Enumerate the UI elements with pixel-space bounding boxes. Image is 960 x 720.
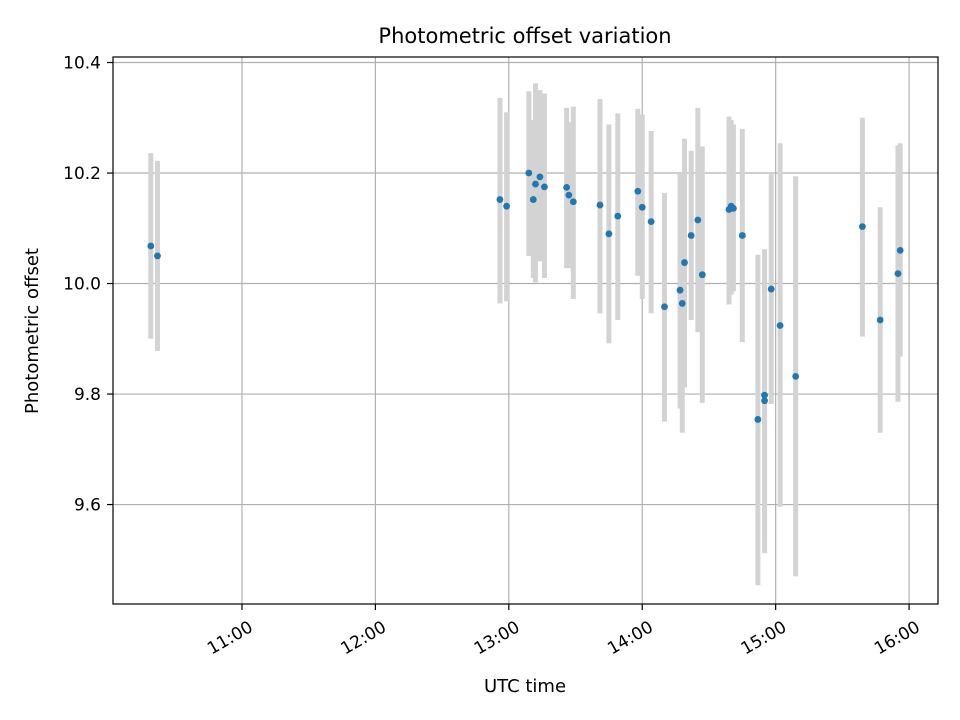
data-point bbox=[678, 300, 686, 307]
data-point bbox=[767, 285, 775, 293]
data-point bbox=[687, 232, 695, 239]
data-point bbox=[532, 180, 539, 188]
data-points bbox=[147, 169, 904, 423]
data-point bbox=[496, 196, 504, 203]
data-point bbox=[894, 270, 902, 277]
data-point bbox=[761, 391, 768, 399]
data-point bbox=[503, 202, 510, 210]
data-point bbox=[694, 216, 702, 224]
data-point bbox=[858, 223, 866, 231]
y-tick-label: 9.8 bbox=[74, 385, 101, 405]
plot-frame bbox=[112, 56, 939, 605]
data-point bbox=[676, 286, 684, 294]
data-point bbox=[761, 397, 768, 405]
data-point bbox=[565, 191, 573, 199]
data-point bbox=[876, 316, 884, 324]
data-point bbox=[896, 246, 904, 254]
data-point bbox=[605, 230, 613, 238]
data-point bbox=[563, 183, 571, 191]
data-point bbox=[147, 242, 155, 250]
data-point bbox=[614, 212, 622, 220]
y-tick-label: 9.6 bbox=[74, 496, 101, 516]
data-point bbox=[638, 203, 646, 211]
data-point bbox=[634, 187, 642, 195]
data-point bbox=[647, 218, 655, 226]
y-tick-label: 10.0 bbox=[63, 275, 101, 295]
data-point bbox=[738, 232, 746, 239]
data-point bbox=[754, 416, 762, 423]
y-axis-label: Photometric offset bbox=[22, 248, 43, 414]
data-point bbox=[661, 303, 668, 311]
data-point bbox=[776, 322, 784, 329]
chart-title: Photometric offset variation bbox=[378, 24, 671, 48]
data-point bbox=[569, 198, 577, 206]
x-axis-label: UTC time bbox=[484, 676, 566, 697]
data-point bbox=[792, 372, 800, 380]
data-point bbox=[529, 196, 537, 203]
data-point bbox=[730, 204, 737, 212]
y-axis-ticks: 9.6 9.8 10.0 10.2 10.4 bbox=[63, 54, 113, 516]
y-tick-label: 10.2 bbox=[63, 164, 101, 184]
data-point bbox=[536, 173, 544, 181]
data-point bbox=[154, 252, 161, 260]
data-point bbox=[698, 271, 706, 279]
data-point bbox=[541, 183, 548, 191]
data-point bbox=[596, 201, 604, 209]
y-tick-label: 10.4 bbox=[63, 54, 101, 74]
data-point bbox=[681, 259, 688, 266]
data-point bbox=[525, 169, 533, 177]
